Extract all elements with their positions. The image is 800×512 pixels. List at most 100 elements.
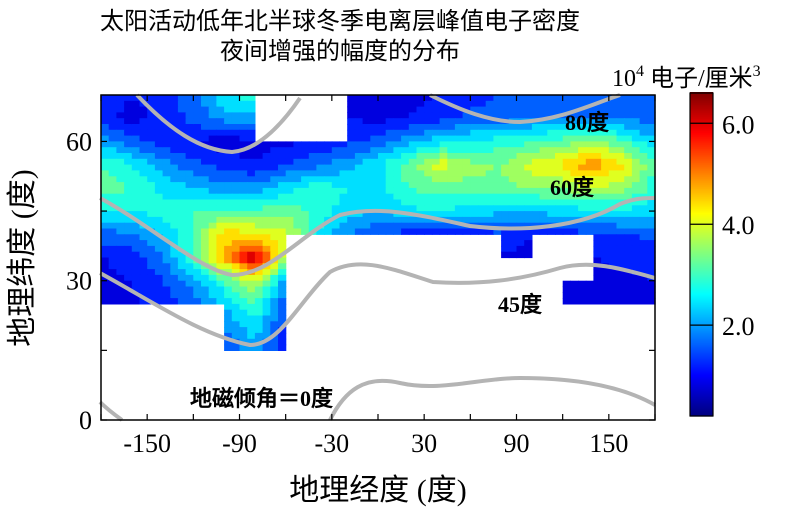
contour-cell <box>177 124 187 131</box>
colorbar-segment <box>690 386 713 389</box>
contour-cell <box>270 234 279 241</box>
contour-cell <box>208 95 217 102</box>
contour-cell <box>239 344 248 351</box>
contour-cell <box>439 211 448 218</box>
colorbar-segment <box>690 240 713 243</box>
contour-cell <box>570 135 579 142</box>
contour-cell <box>601 222 610 230</box>
contour-cell <box>254 234 264 241</box>
contour-cell <box>378 199 387 206</box>
contour-cell <box>439 141 448 148</box>
colorbar-segment <box>690 382 713 385</box>
contour-cell <box>631 95 641 102</box>
contour-fill <box>101 95 656 351</box>
colorbar-segment <box>690 154 713 157</box>
contour-cell <box>585 112 595 119</box>
contour-cell <box>439 112 448 119</box>
contour-cell <box>201 205 210 212</box>
contour-cell <box>101 193 110 201</box>
contour-cell <box>608 187 618 195</box>
contour-cell <box>647 106 656 113</box>
contour-cell <box>247 129 256 137</box>
contour-cell <box>408 222 418 230</box>
contour-cell <box>539 216 548 224</box>
contour-cell <box>447 222 456 230</box>
colorbar-segment <box>690 384 713 387</box>
contour-cell <box>539 205 548 212</box>
colorbar-segment <box>690 234 713 237</box>
contour-cell <box>270 251 279 259</box>
contour-cell <box>108 135 117 142</box>
contour-cell <box>501 176 510 183</box>
contour-cell <box>547 95 556 102</box>
contour-cell <box>639 158 648 166</box>
contour-cell <box>239 251 248 259</box>
contour-cell <box>162 124 171 131</box>
contour-cell <box>239 193 248 201</box>
contour-cell <box>101 228 110 235</box>
contour-cell <box>616 222 625 230</box>
contour-cell <box>578 118 587 125</box>
contour-cell <box>170 182 179 189</box>
contour-cell <box>324 164 333 171</box>
contour-cell <box>354 222 364 230</box>
contour-cell <box>555 164 564 171</box>
contour-cell <box>393 182 402 189</box>
contour-cell <box>478 147 487 154</box>
contour-cell <box>201 292 210 299</box>
contour-cell <box>231 240 241 247</box>
contour-cell <box>208 193 217 201</box>
colorbar-segment <box>690 158 713 161</box>
contour-cell <box>524 129 533 137</box>
contour-cell <box>224 228 233 235</box>
contour-cell <box>170 211 179 218</box>
colorbar-tick-label: 4.0 <box>722 211 755 240</box>
contour-cell <box>231 251 241 259</box>
contour-cell <box>170 106 179 113</box>
contour-cell <box>439 176 448 183</box>
contour-cell <box>647 222 656 230</box>
contour-cell <box>508 240 518 247</box>
colorbar-segment <box>690 136 713 139</box>
contour-cell <box>601 228 610 235</box>
contour-cell <box>424 158 433 166</box>
contour-cell <box>147 100 156 108</box>
contour-cell <box>254 141 264 148</box>
contour-cell <box>454 129 464 137</box>
contour-cell <box>254 199 264 206</box>
contour-cell <box>147 176 156 183</box>
contour-cell <box>631 193 641 201</box>
contour-cell <box>239 135 248 142</box>
contour-cell <box>485 170 494 177</box>
contour-cell <box>177 211 187 218</box>
contour-cell <box>177 164 187 171</box>
contour-cell <box>508 251 518 259</box>
contour-cell <box>116 228 125 235</box>
contour-cell <box>108 245 117 253</box>
contour-cell <box>324 147 333 154</box>
contour-cell <box>247 309 256 317</box>
contour-cell <box>216 234 225 241</box>
contour-cell <box>508 176 518 183</box>
contour-cell <box>131 129 141 137</box>
contour-cell <box>370 124 379 131</box>
contour-cell <box>216 112 225 119</box>
contour-cell <box>393 147 402 154</box>
contour-cell <box>147 158 156 166</box>
x-tick-label: 90 <box>504 429 530 458</box>
contour-cell <box>539 187 548 195</box>
contour-cell <box>247 164 256 171</box>
contour-cell <box>393 153 402 160</box>
colorbar-segment <box>690 238 713 241</box>
colorbar-segment <box>690 294 713 297</box>
contour-cell <box>562 153 571 160</box>
contour-cell <box>408 176 418 183</box>
contour-cell <box>324 153 333 160</box>
contour-cell <box>247 298 256 305</box>
contour-cell <box>616 205 625 212</box>
colorbar-segment <box>690 188 713 191</box>
contour-cell <box>285 187 294 195</box>
contour-cell <box>631 211 641 218</box>
contour-cell <box>493 187 502 195</box>
contour-cell <box>416 228 425 235</box>
